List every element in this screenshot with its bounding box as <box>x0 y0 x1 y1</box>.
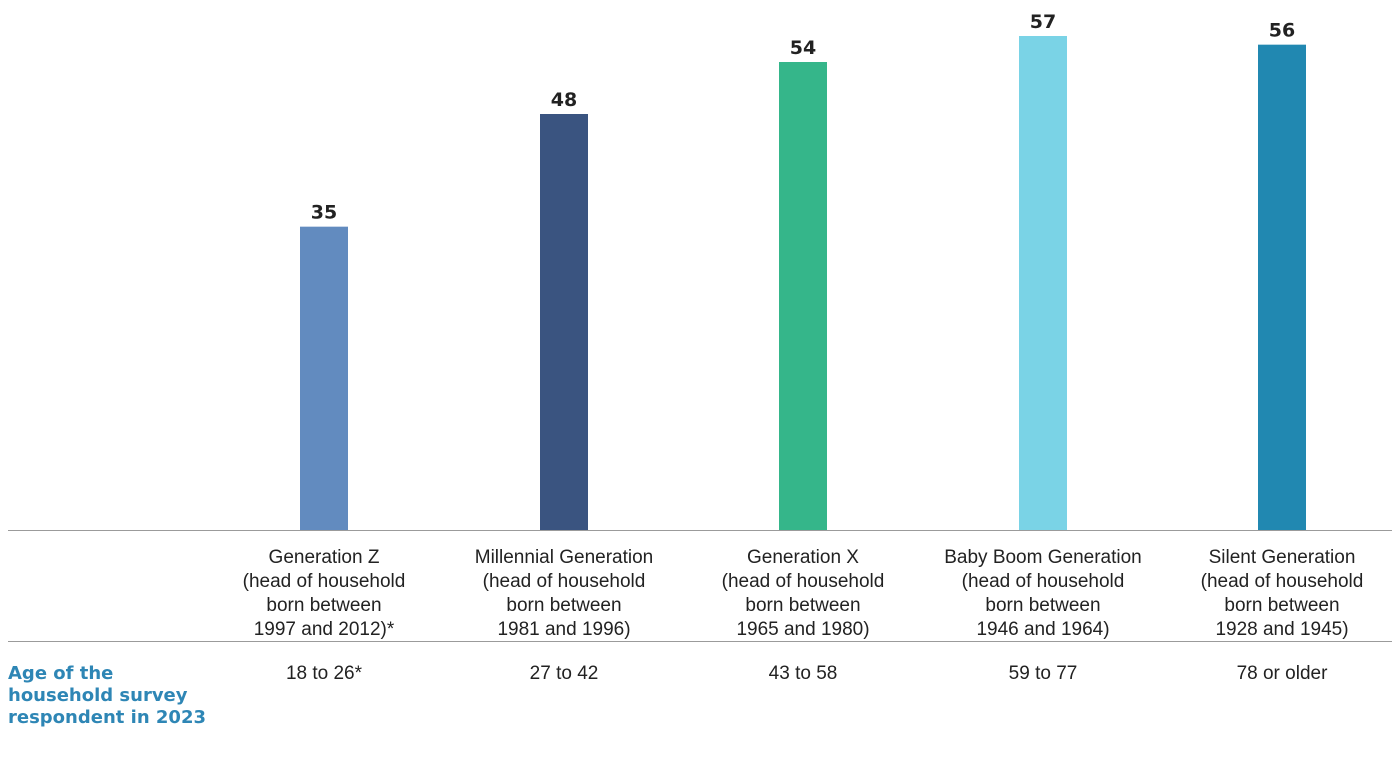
value-label-4: 57 <box>1030 11 1056 33</box>
bar-4 <box>1019 36 1067 530</box>
age-range-1: 18 to 26* <box>285 663 363 684</box>
age-range-3: 43 to 58 <box>768 663 838 684</box>
age-range-5: 78 or older <box>1236 663 1328 684</box>
bar-5 <box>1258 44 1306 531</box>
value-label-2: 48 <box>551 89 577 111</box>
value-label-5: 56 <box>1269 20 1295 42</box>
value-label-3: 54 <box>790 37 816 59</box>
bar-3 <box>779 62 827 530</box>
age-range-2: 27 to 42 <box>529 663 599 684</box>
bar-2 <box>540 114 588 530</box>
bar-1 <box>300 226 348 530</box>
category-label-4: Baby Boom Generation (head of household … <box>944 547 1142 640</box>
age-row-divider <box>8 641 1392 642</box>
baseline-divider <box>8 530 1392 531</box>
category-label-1: Generation Z (head of household born bet… <box>242 547 406 640</box>
age-row-label: Age of the household survey respondent i… <box>8 663 206 728</box>
category-label-5: Silent Generation (head of household bor… <box>1200 547 1364 640</box>
category-label-2: Millennial Generation (head of household… <box>474 547 654 640</box>
age-range-4: 59 to 77 <box>1008 663 1078 684</box>
category-label-3: Generation X (head of household born bet… <box>721 547 885 640</box>
value-label-1: 35 <box>311 202 337 224</box>
